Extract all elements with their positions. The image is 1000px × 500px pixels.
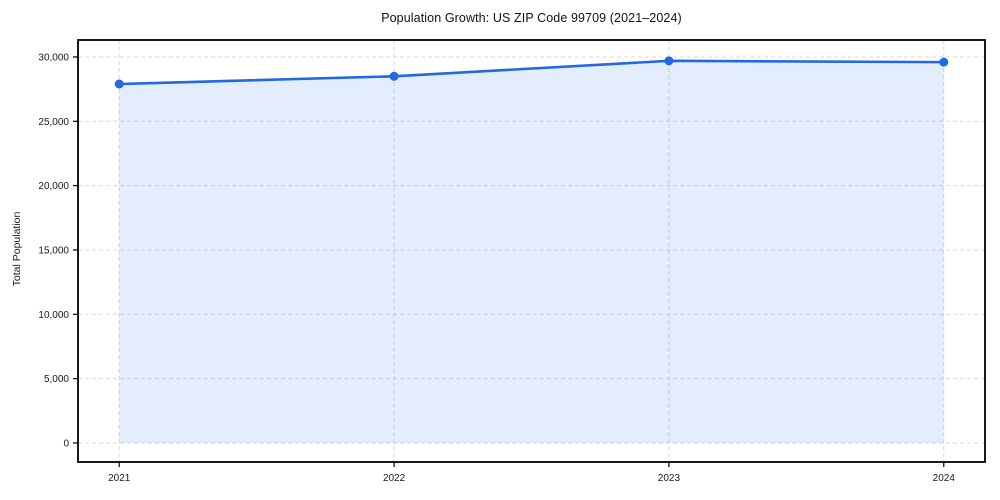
x-tick-label: 2023 [658,473,681,484]
y-tick-label: 15,000 [38,245,69,256]
x-tick-label: 2022 [383,473,406,484]
x-tick-label: 2021 [108,473,131,484]
y-tick-label: 5,000 [44,374,69,385]
data-point-2023 [664,56,674,66]
chart-title: Population Growth: US ZIP Code 99709 (20… [381,11,682,25]
y-tick-label: 10,000 [38,310,69,321]
y-tick-label: 30,000 [38,52,69,63]
area-fill [119,60,944,443]
plot-background [78,40,985,462]
x-tick-label: 2024 [933,473,956,484]
y-tick-label: 25,000 [38,117,69,128]
data-point-2024 [939,57,949,67]
data-point-2022 [389,71,399,81]
y-tick-label: 20,000 [38,181,69,192]
data-point-2021 [114,79,124,89]
data-line [119,59,944,86]
plot-border [77,39,986,463]
y-tick-label: 0 [63,438,69,449]
